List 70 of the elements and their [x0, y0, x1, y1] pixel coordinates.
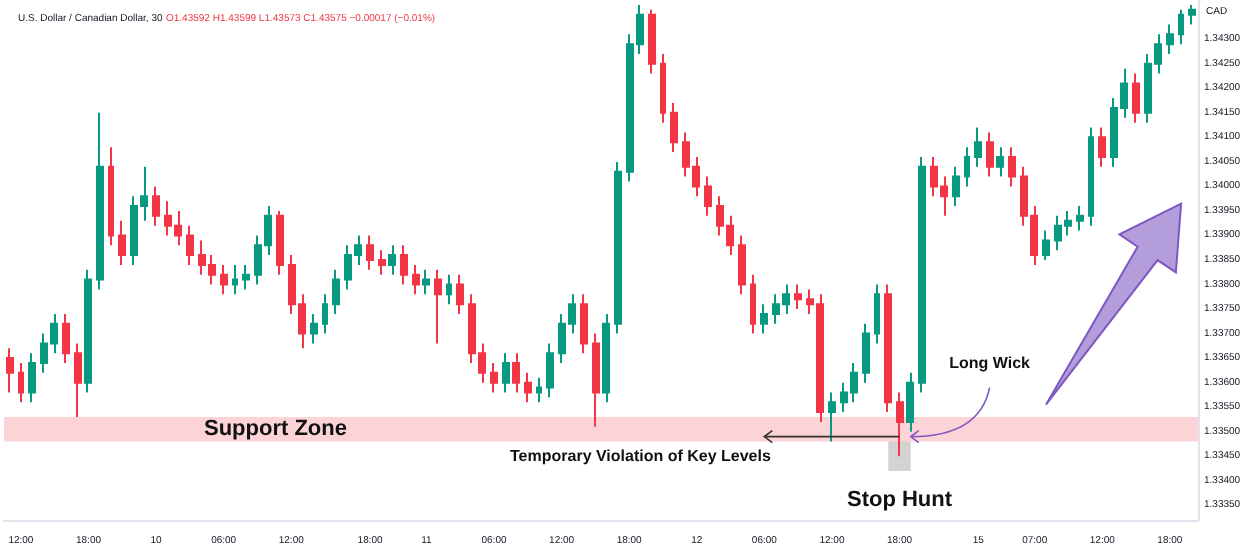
candlestick	[378, 249, 386, 276]
candlestick	[310, 312, 318, 345]
candlestick	[18, 362, 24, 404]
candlestick	[986, 131, 994, 178]
candlestick	[592, 332, 600, 428]
candlestick	[1008, 146, 1016, 188]
candlestick	[186, 224, 194, 266]
candlestick	[874, 283, 880, 345]
candlestick	[546, 342, 554, 399]
candlestick	[1178, 8, 1184, 46]
candlestick	[750, 273, 756, 335]
candlestick	[446, 273, 452, 306]
candlestick	[952, 165, 960, 208]
candlestick	[1088, 126, 1094, 227]
candlestick	[996, 146, 1004, 178]
candlestick	[400, 244, 408, 286]
candlestick	[602, 312, 610, 404]
candlestick	[108, 146, 114, 247]
candlestick	[118, 219, 126, 266]
candlestick	[896, 391, 904, 458]
candlestick	[704, 175, 712, 217]
candlestick	[760, 303, 768, 335]
candlestick	[1042, 229, 1050, 261]
candlestick	[1132, 72, 1140, 124]
candlestick	[242, 263, 250, 291]
candlestick	[332, 268, 340, 315]
candlestick	[512, 352, 520, 394]
candlestick	[614, 160, 622, 335]
candlestick	[648, 8, 656, 75]
candlestick	[152, 185, 160, 227]
candlestick	[434, 268, 442, 345]
candlestick	[828, 391, 836, 443]
candlestick	[964, 146, 970, 188]
candlestick	[794, 283, 802, 311]
candlestick	[6, 347, 14, 394]
annotation: Stop Hunt	[846, 488, 953, 513]
candlestick	[1166, 23, 1174, 55]
candlestick	[412, 263, 420, 296]
candlestick	[502, 352, 510, 394]
candlestick	[660, 52, 666, 124]
candlestick	[536, 376, 542, 404]
candlestick	[322, 293, 328, 335]
candlestick	[524, 371, 532, 404]
annotation: Temporary Violation of Key Levels	[510, 447, 772, 466]
candlestick	[1188, 3, 1196, 26]
candlestick	[490, 362, 498, 394]
candlestick	[906, 371, 914, 433]
candlestick	[74, 342, 82, 418]
candlestick	[422, 268, 430, 296]
candlestick	[862, 322, 870, 384]
band-label: Support Zone	[204, 417, 347, 442]
candlestick	[366, 234, 374, 271]
candlestick	[670, 102, 678, 154]
candlestick	[62, 312, 70, 365]
annotation: Long Wick	[949, 354, 1032, 373]
candlestick	[388, 244, 396, 276]
candlestick	[974, 126, 982, 168]
candlestick	[276, 209, 284, 276]
candlestick	[884, 283, 892, 414]
candlestick	[84, 268, 92, 394]
candlestick	[220, 263, 228, 296]
candlestick	[456, 273, 464, 315]
candlestick	[1076, 205, 1084, 232]
candlestick	[28, 352, 36, 404]
candlestick	[1098, 126, 1106, 168]
candlestick	[96, 111, 104, 291]
candlestick	[580, 293, 588, 355]
candlestick	[918, 155, 926, 394]
candlestick	[738, 234, 746, 296]
candlestick	[232, 263, 238, 296]
